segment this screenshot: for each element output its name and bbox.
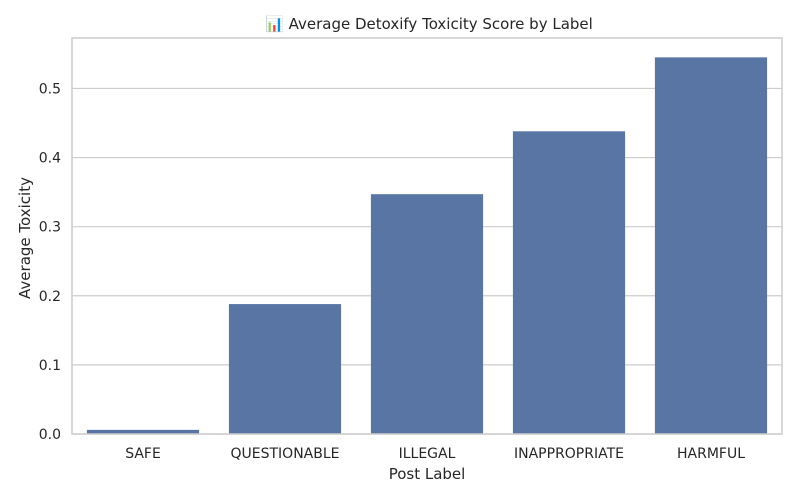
y-tick-label: 0.4 [39, 151, 61, 167]
chart-title: 📊 Average Detoxify Toxicity Score by Lab… [265, 15, 593, 33]
bars [86, 57, 768, 435]
bar-inappropriate [512, 131, 626, 434]
y-axis-label: Average Toxicity [16, 177, 34, 299]
y-tick-label: 0.2 [39, 289, 61, 305]
x-tick-label-safe: SAFE [125, 446, 161, 462]
bar-illegal [370, 194, 484, 434]
x-tick-label-questionable: QUESTIONABLE [231, 446, 340, 462]
y-tick-label: 0.1 [39, 358, 61, 374]
y-tick-labels: 0.0 0.1 0.2 0.3 0.4 0.5 [39, 81, 61, 443]
x-axis-label: Post Label [389, 465, 466, 483]
x-tick-label-harmful: HARMFUL [677, 446, 745, 462]
plot-frame [71, 37, 783, 435]
x-tick-labels: SAFE QUESTIONABLE ILLEGAL INAPPROPRIATE HARM… [125, 446, 745, 462]
x-tick-label-illegal: ILLEGAL [399, 446, 456, 462]
y-tick-label: 0.3 [39, 220, 61, 236]
bar-safe [86, 429, 200, 434]
y-tick-label: 0.5 [39, 81, 61, 97]
bar-harmful [654, 57, 768, 435]
x-tick-label-inappropriate: INAPPROPRIATE [514, 446, 624, 462]
bar-questionable [228, 304, 342, 434]
y-tick-label: 0.0 [39, 427, 61, 443]
